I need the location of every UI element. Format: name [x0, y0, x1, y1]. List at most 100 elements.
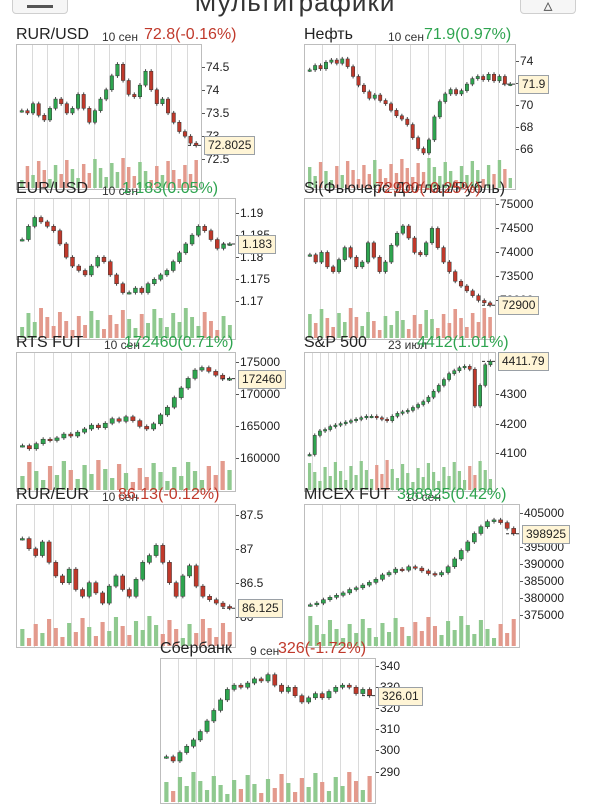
candle — [53, 98, 58, 109]
candle — [40, 541, 45, 556]
chart-plot[interactable] — [304, 198, 496, 340]
volume-bar — [313, 176, 317, 188]
volume-bar — [366, 312, 370, 338]
candle — [171, 112, 176, 123]
candle — [92, 110, 97, 123]
y-tick-mark — [202, 112, 205, 114]
chart-plot[interactable] — [160, 658, 376, 804]
volume-bar — [133, 328, 138, 338]
candle — [279, 684, 284, 692]
volume-bar — [459, 616, 464, 646]
volume-bar — [279, 774, 284, 802]
candle — [319, 252, 324, 263]
menu-button[interactable] — [12, 0, 68, 14]
volume-bar — [385, 460, 389, 490]
volume-bar — [454, 180, 458, 188]
chart-plot[interactable] — [304, 44, 516, 190]
candle — [400, 225, 405, 234]
y-tick-mark — [376, 666, 379, 668]
candle — [442, 379, 446, 386]
volume-bar — [347, 624, 352, 646]
candle — [365, 242, 371, 263]
volume-bar — [98, 168, 103, 188]
quote-date: 10 сен — [405, 490, 441, 504]
candle — [447, 261, 452, 272]
volume-bar — [286, 783, 291, 802]
y-tick-mark — [516, 148, 519, 150]
candle — [432, 573, 438, 576]
candle — [104, 89, 109, 100]
action-button[interactable]: ▵ — [520, 0, 576, 15]
candle — [334, 59, 339, 64]
volume-bar — [20, 629, 25, 646]
volume-bar — [488, 317, 492, 338]
y-tick-label: 380000 — [524, 591, 565, 605]
volume-bar — [179, 476, 184, 490]
candle — [488, 361, 493, 366]
quote-change: 326(-1.72%) — [278, 640, 367, 657]
volume-bar — [351, 170, 355, 188]
volume-bar — [356, 179, 361, 188]
volume-bar — [349, 466, 353, 490]
chart-card-sp500[interactable]: S&P 500 23 июл 4412(1.01%) 4300 4200 4100 4411… — [304, 334, 576, 496]
volume-bar — [227, 470, 232, 490]
volume-bar — [54, 475, 60, 490]
chart-plot[interactable] — [304, 352, 496, 492]
candle — [502, 76, 507, 85]
y-tick-mark — [376, 729, 379, 731]
volume-bar — [476, 322, 481, 338]
chart-plot[interactable] — [16, 198, 236, 340]
volume-bar — [165, 481, 170, 490]
candle — [511, 528, 517, 534]
candle — [68, 433, 74, 437]
chart-plot[interactable] — [16, 44, 202, 190]
y-tick-label: 1.175 — [240, 272, 271, 287]
candle — [373, 579, 379, 583]
volume-bar — [498, 624, 503, 646]
volume-bar — [33, 624, 38, 646]
candle — [445, 566, 451, 573]
chart-card-micex[interactable]: MICEX FUT 10 сен 398925(0.42%) 405000 395000… — [304, 486, 590, 652]
chart-card-rts[interactable]: RTS FUT 10 сен 172460(0.71%) 175000 170000 16… — [16, 334, 316, 496]
volume-bar — [394, 173, 399, 188]
candle — [51, 226, 56, 231]
volume-bar — [318, 481, 322, 490]
chart-plot[interactable] — [16, 352, 236, 492]
chart-svg — [16, 198, 236, 340]
volume-bar — [473, 475, 477, 490]
candle — [399, 115, 404, 120]
volume-bar — [443, 162, 447, 188]
quote-date: 10 сен — [104, 338, 140, 352]
y-tick-mark — [516, 104, 519, 106]
volume-bar — [427, 158, 431, 188]
candle — [504, 522, 510, 529]
volume-bar — [114, 324, 119, 338]
candle — [432, 116, 437, 141]
y-tick-mark — [496, 300, 499, 302]
chart-card-si[interactable]: Si(Фьючерс Доллар/Рубль) 72900(-0.25%) 750… — [304, 180, 576, 344]
volume-bar — [211, 776, 216, 802]
candle — [133, 287, 138, 293]
candle — [491, 519, 497, 522]
candle — [109, 418, 115, 424]
candle — [299, 695, 305, 703]
volume-bar — [87, 627, 92, 646]
chart-plot[interactable] — [304, 504, 520, 648]
y-tick-mark — [236, 514, 239, 516]
candle — [108, 261, 113, 276]
last-price-tag: 71.9 — [518, 75, 550, 95]
volume-bar — [140, 630, 145, 646]
candle — [245, 682, 251, 688]
chart-plot[interactable] — [16, 504, 236, 648]
volume-bar — [272, 788, 277, 802]
candle — [340, 592, 346, 596]
candle — [347, 589, 352, 594]
volume-bar — [183, 165, 187, 188]
volume-bar — [413, 622, 418, 646]
candle — [31, 103, 36, 114]
